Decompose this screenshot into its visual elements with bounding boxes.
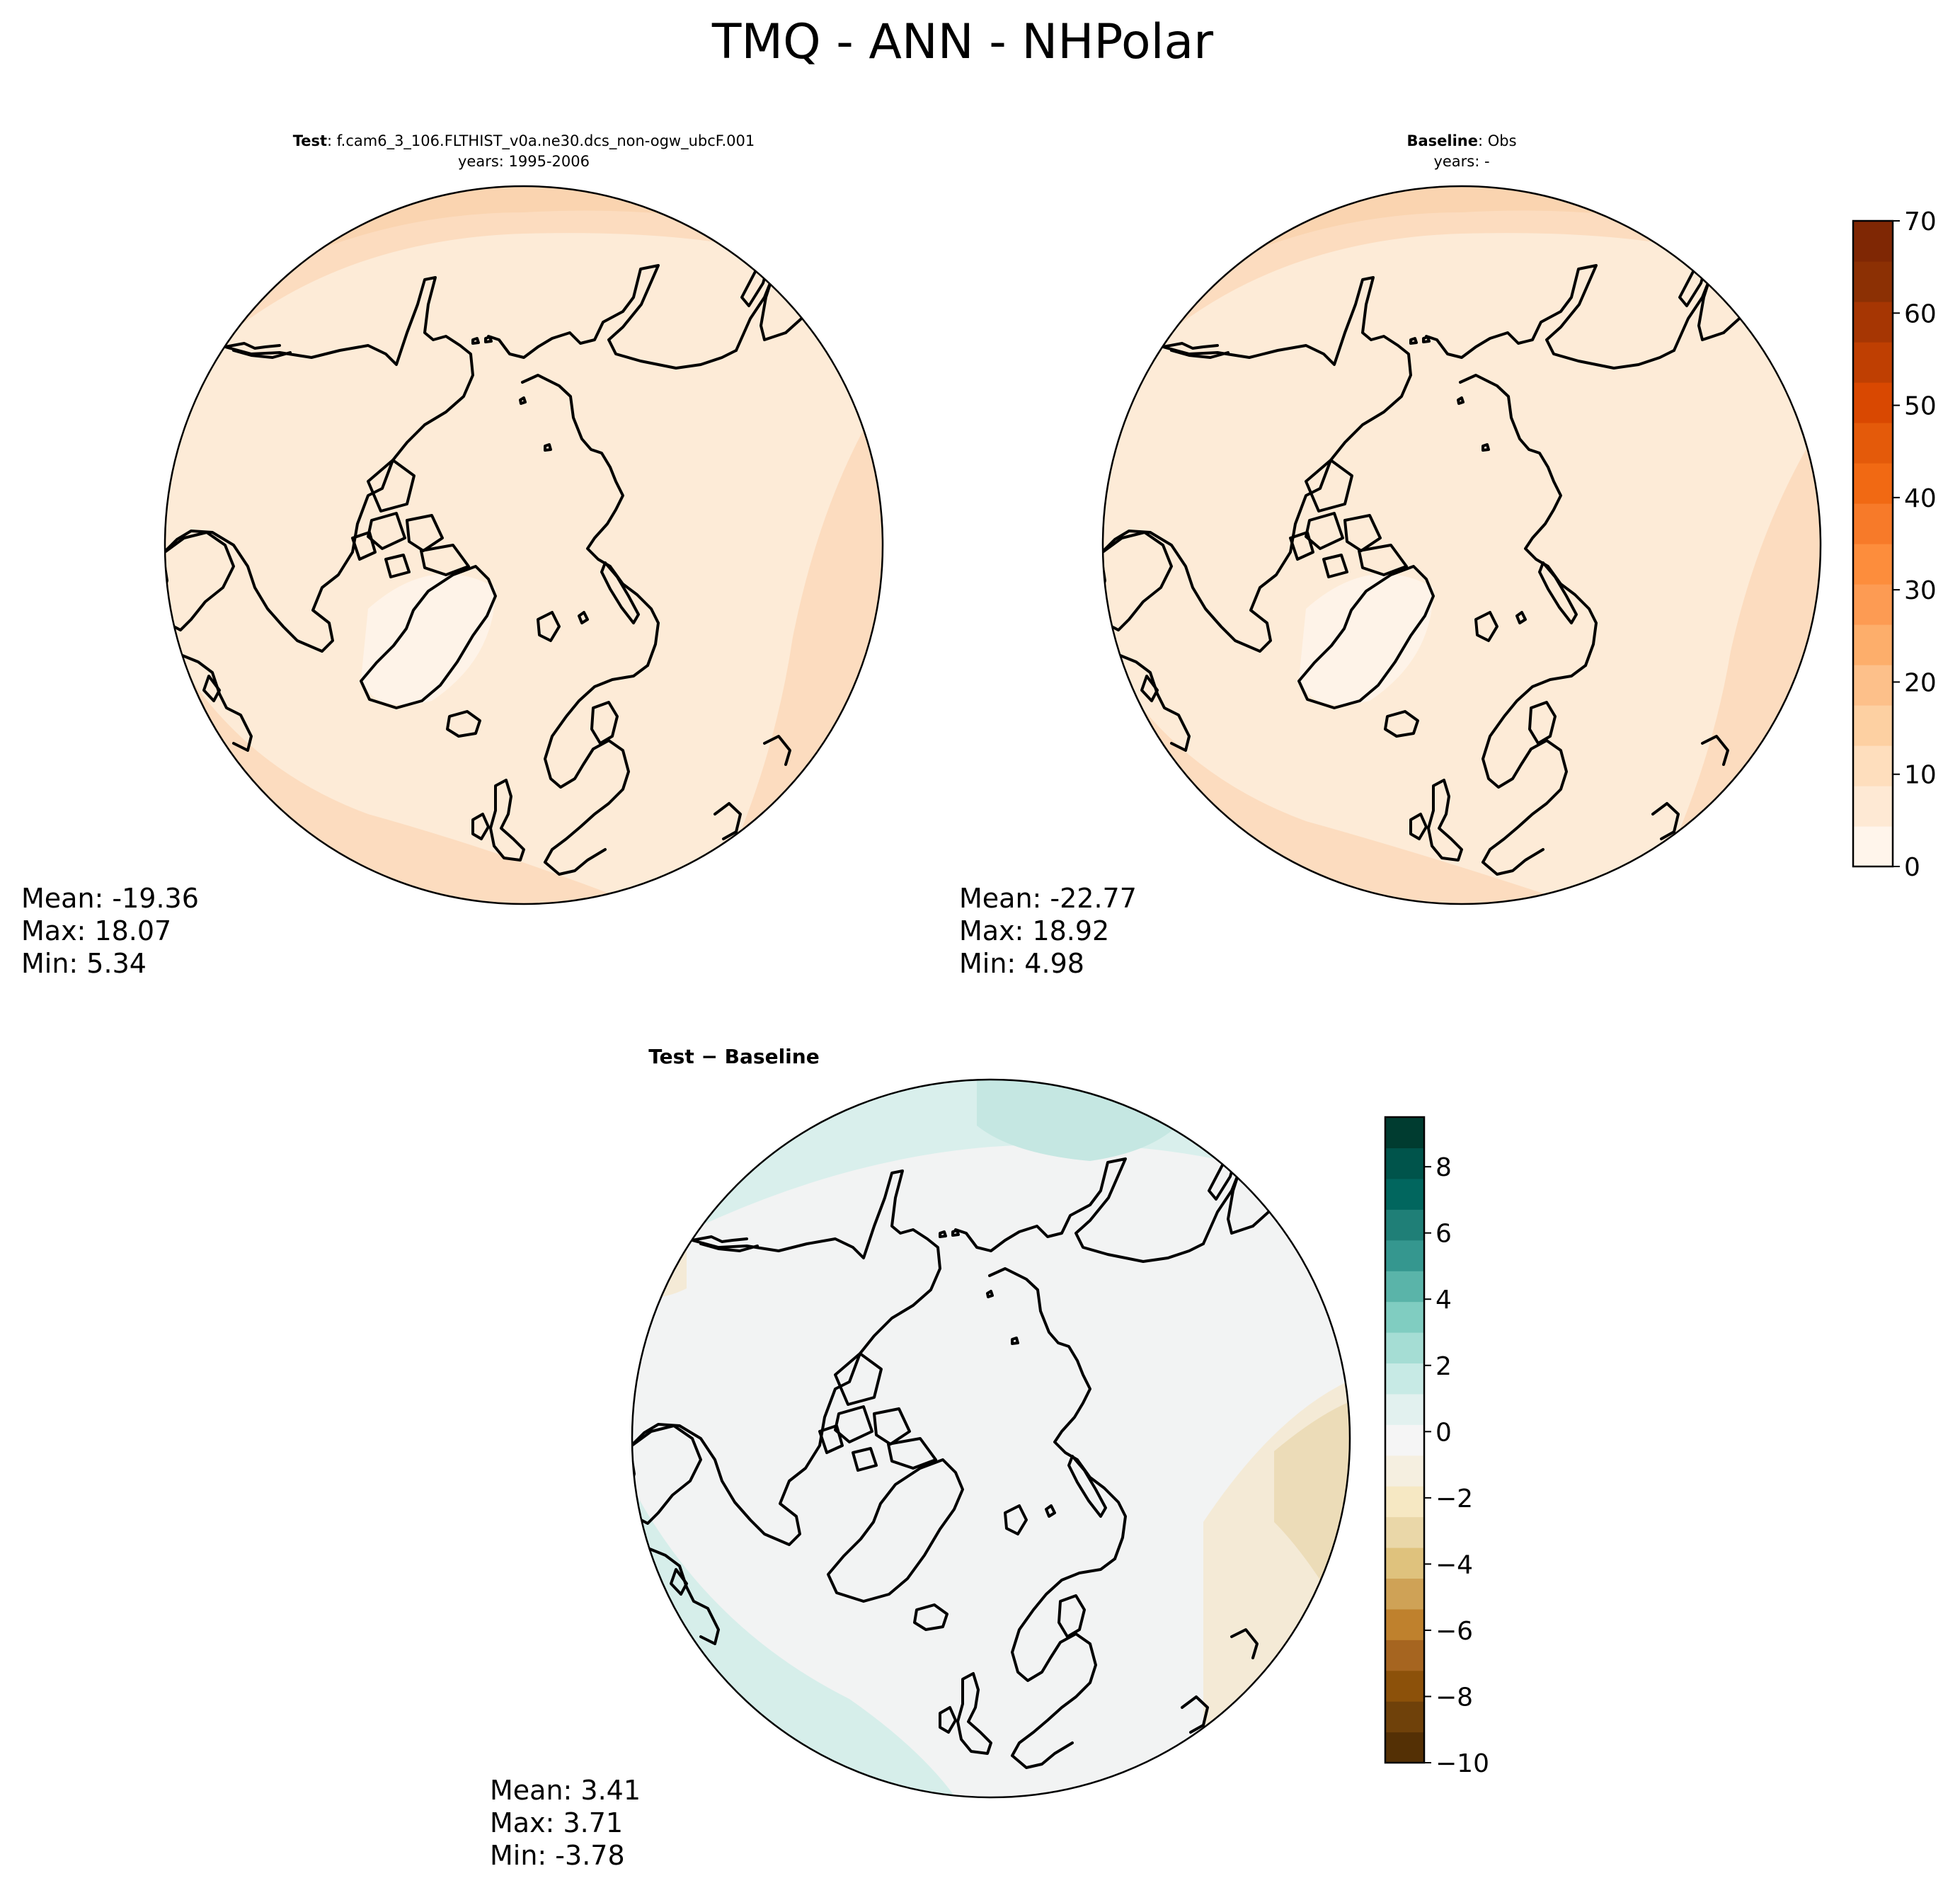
colorbar-diff-band <box>1385 1547 1424 1579</box>
colorbar-diff-band <box>1385 1271 1424 1303</box>
colorbar-main-tick-label: 10 <box>1904 761 1937 790</box>
colorbar-diff-band <box>1385 1455 1424 1487</box>
stats-baseline-max: Max: 18.92 <box>959 915 1109 946</box>
stats-diff-min: Min: -3.78 <box>490 1840 625 1871</box>
colorbar-main-band <box>1853 221 1893 262</box>
colorbar-main-band <box>1853 665 1893 706</box>
map-baseline <box>1103 186 1821 904</box>
colorbar-main-band <box>1853 423 1893 464</box>
colorbar-diff-band <box>1385 1486 1424 1518</box>
stats-baseline: Mean: -22.77 Max: 18.92 Min: 4.98 <box>959 883 1137 979</box>
colorbar-main-tick-label: 50 <box>1904 392 1937 421</box>
panel-test-years: years: 1995-2006 <box>458 153 590 170</box>
colorbar-diff: −10 −8 −6 −4 −2 0 2 4 6 8 <box>1384 1116 1489 1778</box>
colorbar-diff-frame <box>1384 1116 1426 1764</box>
colorbar-main-frame <box>1852 219 1894 868</box>
colorbar-diff-tick-label: 4 <box>1435 1286 1452 1315</box>
panel-baseline-label: Baseline: Obs <box>1406 132 1516 149</box>
colorbar-main-band <box>1853 463 1893 504</box>
panel-diff: Test − Baseline Mean: 3.41 Max: 3.71 Min… <box>490 1045 1351 1871</box>
stats-test: Mean: -19.36 Max: 18.07 Min: 5.34 <box>21 883 199 979</box>
colorbar-diff-band <box>1385 1578 1424 1610</box>
stats-test-mean: Mean: -19.36 <box>21 883 199 914</box>
map-test <box>165 186 883 904</box>
colorbar-diff-ticks: −10 −8 −6 −4 −2 0 2 4 6 8 <box>1424 1153 1489 1778</box>
panel-test: Test: f.cam6_3_106.FLTHIST_v0a.ne30.dcs_… <box>21 132 884 979</box>
colorbar-diff-band <box>1385 1701 1424 1733</box>
panel-baseline: Baseline: Obs years: - Mean: -22.77 Max:… <box>959 132 1822 979</box>
colorbar-diff-band <box>1385 1424 1424 1456</box>
colorbar-diff-band <box>1385 1117 1424 1149</box>
colorbar-diff-band <box>1385 1608 1424 1640</box>
colorbar-main-band <box>1853 826 1893 867</box>
colorbar-diff-band <box>1385 1178 1424 1210</box>
colorbar-main-tick-label: 70 <box>1904 207 1937 236</box>
stats-diff: Mean: 3.41 Max: 3.71 Min: -3.78 <box>490 1775 641 1871</box>
colorbar-main-tick-label: 20 <box>1904 668 1937 697</box>
colorbar-diff-tick-label: 6 <box>1435 1220 1452 1249</box>
colorbar-diff-band <box>1385 1301 1424 1333</box>
colorbar-main-band <box>1853 261 1893 302</box>
colorbar-diff-fills <box>1385 1117 1424 1763</box>
colorbar-diff-band <box>1385 1640 1424 1671</box>
stats-baseline-min: Min: 4.98 <box>959 948 1084 979</box>
stats-test-max: Max: 18.07 <box>21 915 171 946</box>
map-diff-outline <box>631 1078 1351 1799</box>
map-test-outline <box>164 185 884 905</box>
panel-test-label-bold: Test <box>293 132 327 149</box>
map-diff <box>632 1080 1350 1797</box>
colorbar-diff-band <box>1385 1363 1424 1395</box>
colorbar-diff-tick-label: −10 <box>1435 1749 1489 1778</box>
colorbar-main-band <box>1853 342 1893 383</box>
colorbar-main-fills <box>1853 221 1893 867</box>
stats-baseline-mean: Mean: -22.77 <box>959 883 1137 914</box>
colorbar-diff-tick-label: −4 <box>1435 1550 1473 1579</box>
colorbar-main-tick-label: 60 <box>1904 299 1937 328</box>
stats-diff-max: Max: 3.71 <box>490 1807 623 1838</box>
colorbar-main-tick-label: 0 <box>1904 853 1920 882</box>
colorbar-diff-tick-label: 2 <box>1435 1352 1452 1381</box>
figure-title: TMQ - ANN - NHPolar <box>711 14 1213 70</box>
colorbar-main-tick-label: 30 <box>1904 576 1937 605</box>
panel-test-label: Test: f.cam6_3_106.FLTHIST_v0a.ne30.dcs_… <box>293 132 755 150</box>
panel-diff-label: Test − Baseline <box>648 1045 819 1068</box>
colorbar-diff-band <box>1385 1332 1424 1364</box>
colorbar-diff-band <box>1385 1732 1424 1763</box>
panel-baseline-years: years: - <box>1433 153 1489 170</box>
colorbar-main-band <box>1853 624 1893 665</box>
colorbar-diff-band <box>1385 1393 1424 1425</box>
colorbar-main-band <box>1853 584 1893 625</box>
colorbar-diff-tick-label: 8 <box>1435 1153 1452 1182</box>
colorbar-main-tick-label: 40 <box>1904 484 1937 513</box>
stats-diff-mean: Mean: 3.41 <box>490 1775 641 1806</box>
colorbar-main-band <box>1853 302 1893 343</box>
panel-baseline-label-rest: : Obs <box>1478 132 1517 149</box>
colorbar-main-band <box>1853 786 1893 827</box>
map-baseline-outline <box>1101 185 1822 905</box>
colorbar-diff-band <box>1385 1240 1424 1271</box>
colorbar-diff-tick-label: −8 <box>1435 1683 1473 1712</box>
colorbar-diff-band <box>1385 1148 1424 1179</box>
colorbar-main-band <box>1853 382 1893 423</box>
stats-test-min: Min: 5.34 <box>21 948 147 979</box>
panel-baseline-label-bold: Baseline <box>1406 132 1478 149</box>
colorbar-main-band <box>1853 705 1893 746</box>
colorbar-main-ticks: 0 10 20 30 40 50 60 70 <box>1893 207 1937 882</box>
colorbar-diff-band <box>1385 1209 1424 1241</box>
colorbar-diff-band <box>1385 1670 1424 1702</box>
colorbar-main: 0 10 20 30 40 50 60 70 <box>1852 207 1937 882</box>
colorbar-main-band <box>1853 544 1893 585</box>
colorbar-diff-band <box>1385 1516 1424 1548</box>
colorbar-main-band <box>1853 503 1893 544</box>
colorbar-main-band <box>1853 745 1893 786</box>
colorbar-diff-tick-label: −2 <box>1435 1484 1473 1514</box>
colorbar-diff-tick-label: −6 <box>1435 1617 1473 1646</box>
colorbar-diff-tick-label: 0 <box>1435 1418 1452 1447</box>
panel-test-label-rest: : f.cam6_3_106.FLTHIST_v0a.ne30.dcs_non-… <box>327 132 755 150</box>
